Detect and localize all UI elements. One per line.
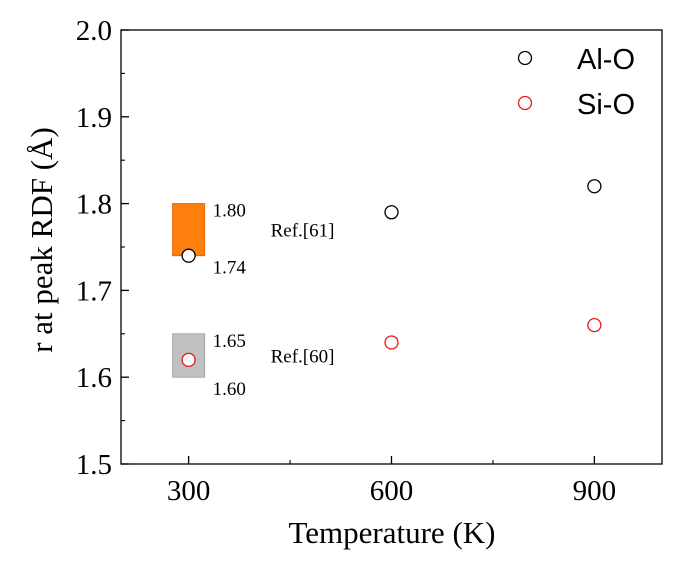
y-tick-label: 1.9 (76, 102, 112, 134)
band-high-label: 1.65 (213, 331, 246, 352)
x-tick-label: 600 (370, 475, 414, 507)
y-axis-label: r at peak RDF (Å) (24, 127, 59, 353)
band-low-label: 1.74 (213, 258, 247, 279)
band-high-label: 1.80 (213, 201, 246, 222)
legend-label: Si-O (577, 89, 635, 121)
data-point (384, 205, 399, 220)
band-low-label: 1.60 (213, 379, 246, 400)
y-tick-label: 1.7 (76, 275, 112, 307)
reference-band (172, 333, 206, 378)
x-axis-label: Temperature (K) (289, 515, 496, 550)
reference-bands: 1.80 1.74 Ref.[61] 1.65 1.60 Ref.[60] (172, 201, 335, 400)
y-tick-label: 1.8 (76, 189, 112, 221)
band-ref-label: Ref.[60] (271, 347, 335, 368)
data-point (384, 335, 399, 350)
axes: 1.5 1.6 1.7 1.8 1.9 2.0 300 600 900 (76, 15, 616, 507)
data-point (181, 248, 196, 263)
y-tick-label: 1.5 (76, 449, 112, 481)
data-point (587, 179, 602, 194)
reference-band (172, 203, 206, 257)
data-point (587, 317, 602, 333)
legend-marker (517, 95, 533, 111)
x-tick-label: 300 (167, 475, 211, 507)
legend-label: Al-O (577, 44, 635, 76)
legend-marker (517, 50, 533, 66)
data-points (181, 179, 602, 367)
y-tick-label: 1.6 (76, 362, 112, 394)
legend: Al-O Si-O (517, 44, 635, 121)
band-ref-label: Ref.[61] (271, 221, 335, 242)
data-point (181, 352, 196, 367)
x-tick-label: 900 (573, 475, 617, 507)
y-tick-label: 2.0 (76, 15, 112, 47)
